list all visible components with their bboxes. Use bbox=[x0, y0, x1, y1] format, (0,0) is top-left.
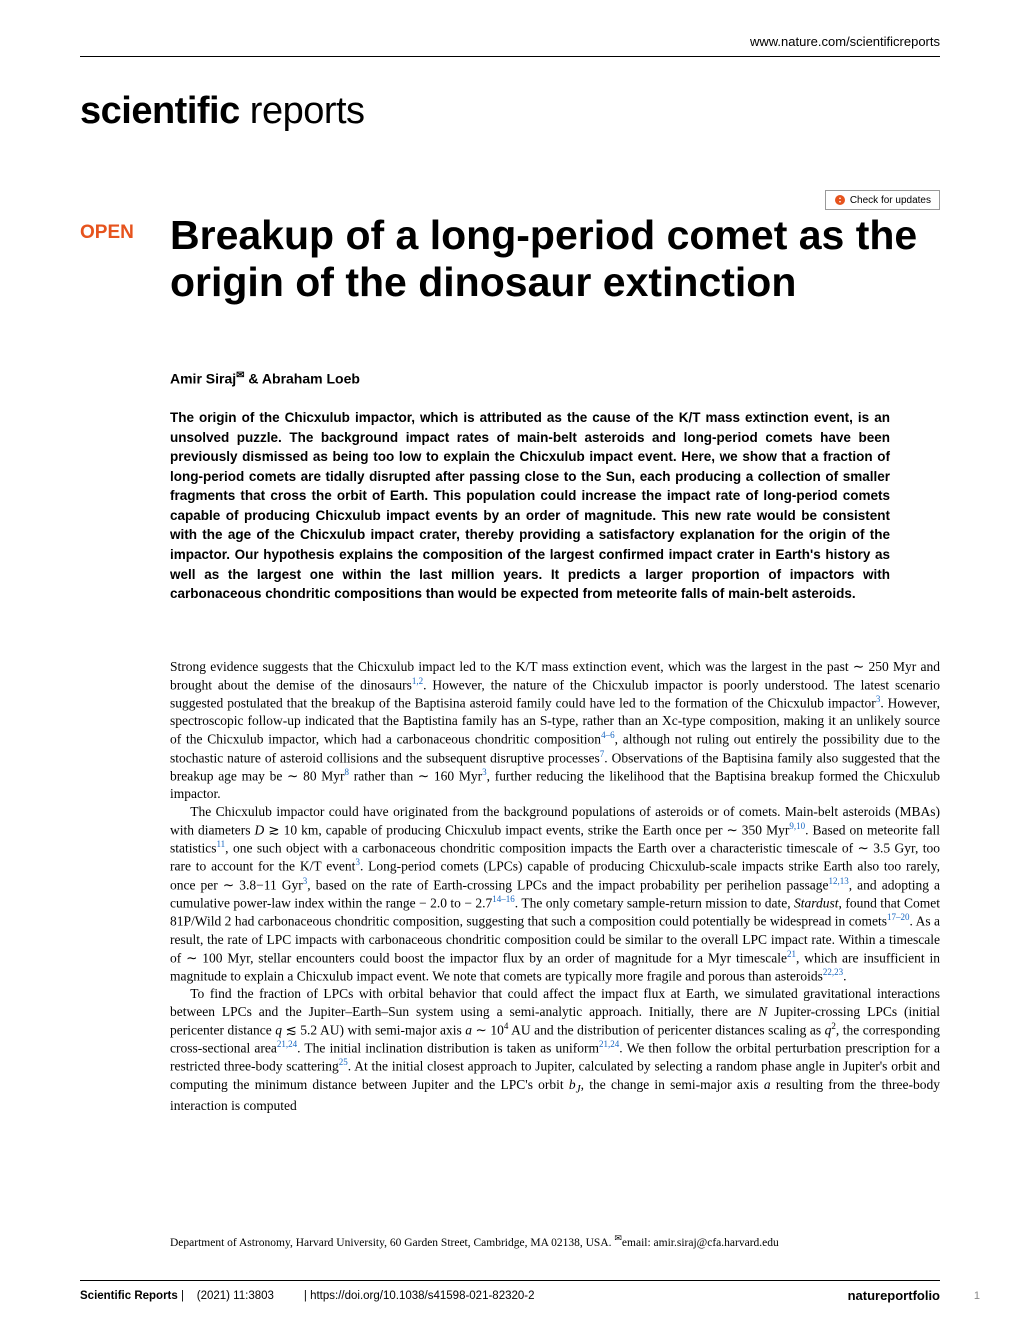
logo-light: reports bbox=[240, 90, 365, 132]
publisher-logo: natureportfolio bbox=[848, 1288, 940, 1303]
affiliation: Department of Astronomy, Harvard Univers… bbox=[170, 1232, 940, 1251]
header-rule bbox=[80, 56, 940, 57]
journal-logo: scientific reports bbox=[80, 90, 365, 133]
footer-journal: Scientific Reports | (2021) 11:3803 bbox=[80, 1290, 274, 1302]
abstract: The origin of the Chicxulub impactor, wh… bbox=[170, 408, 890, 604]
body-para-2: The Chicxulub impactor could have origin… bbox=[170, 803, 940, 985]
check-updates-button[interactable]: Check for updates bbox=[825, 190, 940, 210]
article-title: Breakup of a long-period comet as the or… bbox=[170, 212, 940, 306]
body-para-1: Strong evidence suggests that the Chicxu… bbox=[170, 658, 940, 803]
footer-doi: | https://doi.org/10.1038/s41598-021-823… bbox=[304, 1290, 535, 1302]
footer-left: Scientific Reports | (2021) 11:3803 | ht… bbox=[80, 1290, 535, 1302]
footer-rule bbox=[80, 1280, 940, 1281]
body-para-3: To find the fraction of LPCs with orbita… bbox=[170, 985, 940, 1115]
footer: Scientific Reports | (2021) 11:3803 | ht… bbox=[80, 1288, 940, 1303]
header-url: www.nature.com/scientificreports bbox=[750, 34, 940, 49]
page-number: 1 bbox=[974, 1290, 980, 1302]
body-text: Strong evidence suggests that the Chicxu… bbox=[170, 658, 940, 1115]
authors: Amir Siraj✉ & Abraham Loeb bbox=[170, 370, 360, 387]
open-badge: OPEN bbox=[80, 222, 134, 244]
logo-bold: scientific bbox=[80, 90, 240, 132]
check-updates-label: Check for updates bbox=[850, 195, 931, 206]
check-updates-icon bbox=[834, 194, 846, 206]
